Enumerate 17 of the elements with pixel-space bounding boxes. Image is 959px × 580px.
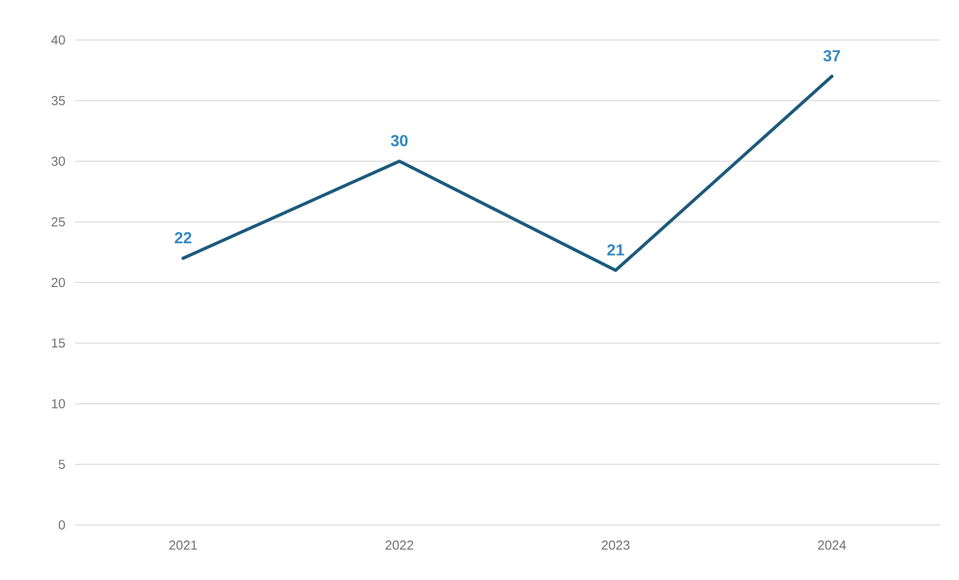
x-tick-label: 2022 [386,540,414,550]
data-label: 30 [390,134,408,146]
y-tick-label: 35 [52,96,65,106]
y-tick-label: 0 [58,520,65,530]
y-tick-label: 10 [52,399,65,408]
x-tick-label: 2023 [602,540,630,550]
x-tick-label: 2024 [818,540,846,550]
y-tick-label: 20 [52,278,65,288]
y-tick-label: 25 [52,217,65,226]
data-label: 22 [174,232,192,244]
y-tick-label: 15 [52,338,65,348]
y-tick-label: 40 [51,35,65,45]
data-label: 21 [607,244,624,256]
y-tick-label: 5 [58,460,65,469]
x-tick-label: 2021 [169,540,197,550]
data-label: 37 [823,50,840,62]
y-tick-label: 30 [52,156,65,166]
